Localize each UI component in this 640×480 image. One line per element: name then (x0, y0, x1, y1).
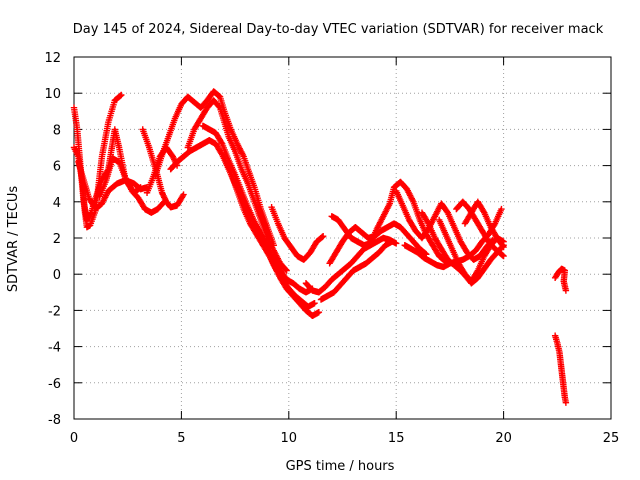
data-point (393, 240, 400, 247)
y-tick-label: 10 (44, 87, 61, 102)
y-tick-label: -4 (48, 341, 61, 356)
x-tick-label: 25 (603, 431, 620, 446)
series-sat-d (96, 155, 168, 216)
data-point (388, 238, 396, 245)
series-sat-e (139, 126, 187, 211)
chart-title: Day 145 of 2024, Sidereal Day-to-day VTE… (73, 22, 604, 37)
y-tick-label: -2 (48, 304, 61, 319)
data-point (500, 243, 507, 251)
series-sat-n (317, 238, 396, 303)
x-tick-label: 10 (281, 431, 298, 446)
series-sat-l (268, 204, 327, 263)
series-sat-x (551, 332, 570, 406)
data-point (562, 399, 570, 406)
data-point (498, 205, 505, 213)
x-tick-label: 15 (388, 431, 405, 446)
data-point (283, 267, 290, 274)
data-point (311, 299, 318, 307)
x-tick-labels: 0 5 10 15 20 25 (70, 431, 619, 446)
series-sat-w (551, 265, 570, 294)
data-point (179, 192, 186, 200)
y-axis-label: SDTVAR / TECUs (6, 186, 21, 293)
data-point (500, 252, 507, 260)
data-point (216, 103, 223, 110)
series-sat-k (221, 153, 318, 310)
y-tick-label: 12 (44, 51, 61, 66)
data-point (319, 232, 327, 240)
series-sat-c (75, 158, 151, 213)
series-sat-i (184, 97, 290, 274)
y-tick-label: -8 (48, 413, 61, 428)
y-tick-label: 8 (53, 123, 61, 138)
data-point (499, 242, 506, 250)
y-tick-label: 4 (53, 196, 61, 211)
series-sat-v (461, 198, 507, 251)
series-sat-u (453, 198, 507, 260)
data-point (118, 91, 125, 99)
y-tick-label: -6 (48, 377, 61, 392)
axis-ticks (73, 56, 612, 420)
data-point (180, 191, 187, 198)
x-tick-label: 20 (495, 431, 512, 446)
x-tick-label: 5 (177, 431, 185, 446)
series-sat-p (328, 178, 449, 265)
data-point (282, 266, 290, 273)
data-point (315, 309, 323, 316)
y-tick-label: 0 (53, 268, 61, 283)
y-tick-label: 6 (53, 160, 61, 175)
data-point (218, 139, 225, 146)
data-points (70, 88, 570, 406)
series-sat-g (152, 88, 277, 249)
y-tick-label: 2 (53, 232, 61, 247)
x-axis-label: GPS time / hours (286, 459, 395, 474)
y-tick-labels: -8 -6 -4 -2 0 2 4 6 8 10 12 (44, 51, 61, 428)
data-point (562, 287, 570, 294)
x-tick-label: 0 (70, 431, 78, 446)
